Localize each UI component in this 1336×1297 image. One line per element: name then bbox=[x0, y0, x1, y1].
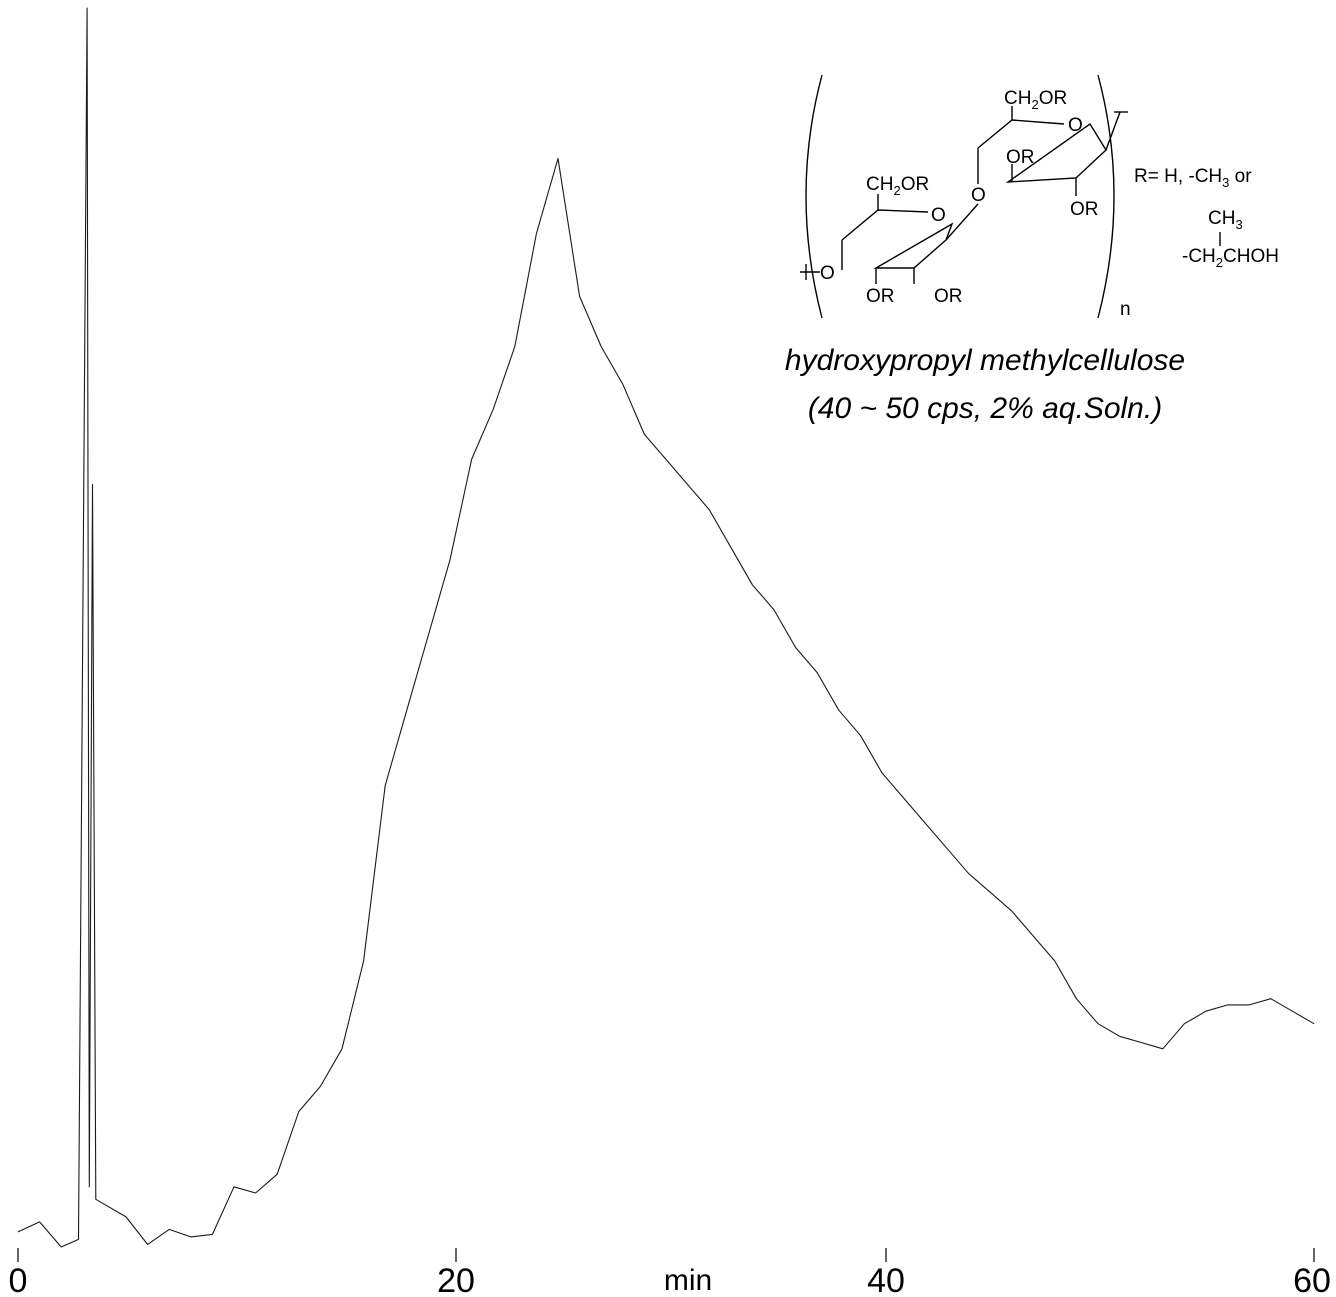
or-label-left-2: OR bbox=[934, 286, 963, 307]
right-parenthesis bbox=[1097, 74, 1115, 319]
x-tick-label-20: 20 bbox=[437, 1262, 475, 1297]
left-parenthesis bbox=[805, 74, 823, 319]
structure-labels: CH2OR O OR OR O CH2OR O OR OR O n R= H, … bbox=[785, 88, 1279, 425]
x-tick-label-0: 0 bbox=[9, 1262, 28, 1297]
compound-caption-line1: hydroxypropyl methylcellulose bbox=[785, 344, 1185, 377]
bridge-oxygen: O bbox=[971, 185, 986, 206]
structure-annotation bbox=[800, 74, 1221, 319]
ring-right-end-bond bbox=[1105, 111, 1121, 151]
x-axis-label: min bbox=[664, 1264, 712, 1297]
series-line bbox=[17, 7, 1315, 1248]
repeat-subscript-n: n bbox=[1120, 299, 1131, 320]
start-oxygen: O bbox=[820, 263, 835, 284]
compound-caption-line2: (40 ~ 50 cps, 2% aq.Soln.) bbox=[808, 392, 1162, 425]
bridge-bond-down bbox=[945, 203, 979, 241]
or-label-left-1: OR bbox=[866, 286, 895, 307]
r-definition-line3: -CH2CHOH bbox=[1182, 246, 1279, 270]
ch2or-top-label: CH2OR bbox=[1004, 88, 1067, 112]
trace-layer bbox=[17, 7, 1315, 1248]
r-definition-line1: R= H, -CH3 or bbox=[1134, 166, 1252, 190]
ring-right-oxygen: O bbox=[1068, 115, 1083, 136]
r-definition-line2: CH3 bbox=[1208, 208, 1243, 232]
x-tick-label-40: 40 bbox=[867, 1262, 905, 1297]
ring-right bbox=[977, 119, 1107, 183]
or-label-right-top: OR bbox=[1006, 147, 1035, 168]
x-axis: 0 20 40 60 min bbox=[9, 1248, 1331, 1297]
or-label-right-bottom: OR bbox=[1070, 199, 1099, 220]
x-tick-label-60: 60 bbox=[1293, 1262, 1331, 1297]
ring-left-oxygen: O bbox=[931, 205, 946, 226]
ch2or-left-label: CH2OR bbox=[866, 174, 929, 198]
